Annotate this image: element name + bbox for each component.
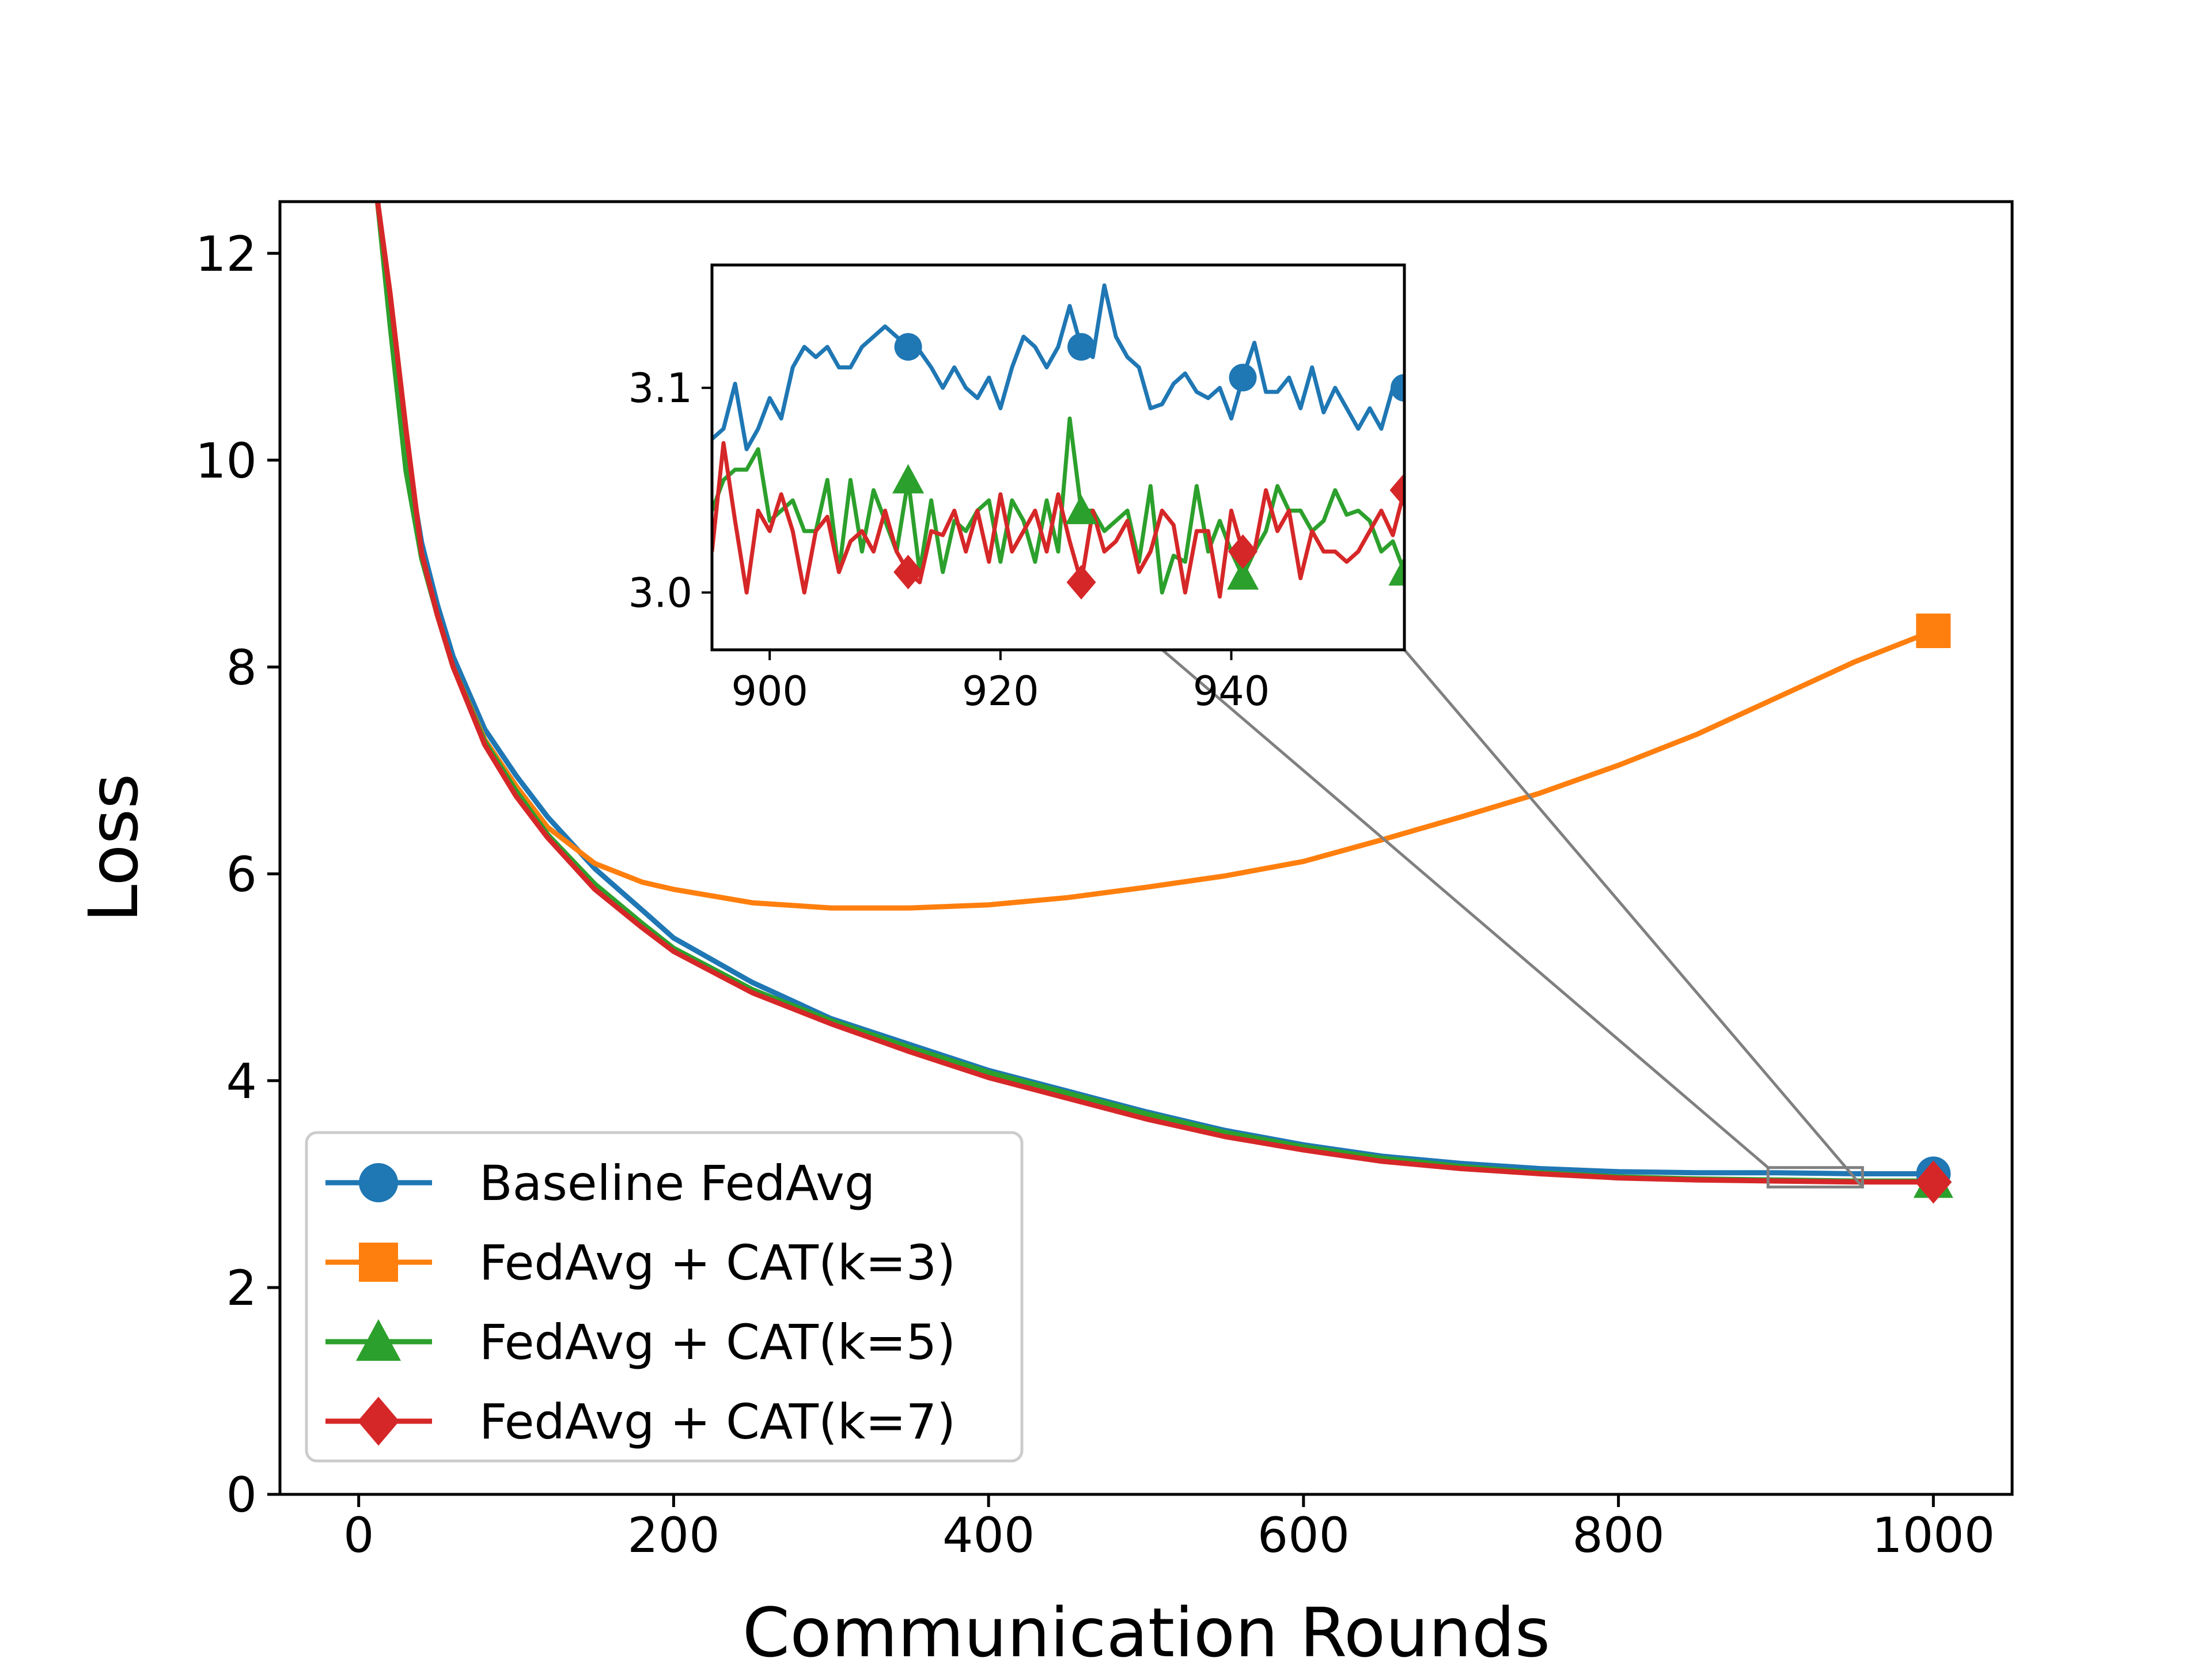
legend-marker-fedavg-cat-k-3 — [359, 1243, 398, 1282]
inset-series-marker-baseline-fedavg — [1391, 374, 1404, 402]
inset-x-tick-label: 900 — [731, 668, 808, 715]
series-line-fedavg-cat-k-7 — [375, 202, 1934, 1185]
y-tick-label: 2 — [226, 1260, 257, 1316]
legend-label: FedAvg + CAT(k=3) — [479, 1235, 956, 1291]
legend-label: Baseline FedAvg — [479, 1155, 875, 1212]
inset-y-tick-label: 3.1 — [628, 365, 692, 412]
inset-series-marker-fedavg-cat-k-5 — [1388, 556, 1404, 586]
zoom-region-rect — [1766, 1166, 1864, 1188]
x-tick-label: 600 — [1257, 1507, 1350, 1563]
x-axis-label: Communication Rounds — [743, 1593, 1550, 1659]
y-tick-label: 6 — [226, 846, 257, 903]
inset-x-tick-label: 920 — [962, 668, 1039, 715]
inset-series-marker-baseline-fedavg — [1067, 333, 1096, 361]
inset-plot-frame — [710, 263, 1406, 652]
legend-label: FedAvg + CAT(k=5) — [479, 1314, 956, 1371]
legend-marker-baseline-fedavg — [359, 1163, 398, 1202]
inset-series-marker-fedavg-cat-k-7 — [1228, 534, 1258, 569]
y-tick-label: 4 — [226, 1053, 257, 1110]
inset-series-marker-baseline-fedavg — [894, 333, 922, 361]
inset-x-axis-ticks: 900 920 940 — [731, 650, 1270, 715]
inset-x-tick-label: 940 — [1193, 668, 1270, 715]
inset-series-lines — [712, 283, 1404, 599]
x-tick-label: 1000 — [1872, 1507, 1995, 1563]
main-series-lines — [375, 202, 1934, 1185]
chart-legend: Baseline FedAvg FedAvg + CAT(k=3) FedAvg +… — [305, 1131, 1024, 1463]
y-tick-label: 12 — [195, 226, 257, 282]
main-series-markers — [1913, 614, 1953, 1204]
inset-series-marker-fedavg-cat-k-7 — [1066, 565, 1096, 600]
series-marker-fedavg-cat-k-3 — [1916, 614, 1951, 649]
y-tick-label: 0 — [226, 1467, 257, 1523]
inset-y-axis-ticks: 3.0 3.1 — [628, 365, 712, 617]
x-tick-label: 800 — [1572, 1507, 1664, 1563]
series-marker-fedavg-cat-k-7 — [1915, 1160, 1952, 1204]
inset-series-marker-fedavg-cat-k-5 — [1226, 560, 1259, 590]
inset-series-marker-fedavg-cat-k-7 — [1389, 472, 1404, 508]
inset-background — [712, 265, 1404, 650]
x-tick-label: 400 — [942, 1507, 1035, 1563]
zoom-connector-line — [1403, 649, 1864, 1188]
inset-series-line-baseline-fedavg — [712, 283, 1404, 452]
inset-series-markers — [892, 333, 1404, 600]
zoom-region-indicator — [1766, 1166, 1864, 1188]
legend-marker-fedavg-cat-k-5 — [355, 1319, 402, 1361]
main-plot-frame — [278, 200, 2014, 1496]
main-plot-area: 0 200 400 600 800 1000 0 2 4 6 8 10 12 Communicatio… — [74, 200, 2014, 1662]
inset-series-line-fedavg-cat-k-7 — [712, 441, 1404, 599]
inset-series-marker-fedavg-cat-k-7 — [893, 554, 923, 589]
inset-series-marker-fedavg-cat-k-5 — [892, 464, 925, 494]
legend-marker-fedavg-cat-k-7 — [357, 1396, 400, 1446]
x-tick-label: 200 — [627, 1507, 719, 1563]
inset-series-marker-fedavg-cat-k-5 — [1065, 494, 1097, 524]
y-axis-label: Loss — [74, 774, 153, 923]
legend-label: FedAvg + CAT(k=7) — [479, 1394, 956, 1450]
x-axis-ticks: 0 200 400 600 800 1000 — [343, 1494, 1995, 1563]
inset-y-tick-label: 3.0 — [628, 570, 692, 617]
inset-series-marker-baseline-fedavg — [1229, 364, 1257, 392]
legend-entries: Baseline FedAvg FedAvg + CAT(k=3) FedAvg +… — [325, 1155, 956, 1450]
legend-frame — [305, 1131, 1024, 1463]
y-axis-ticks: 0 2 4 6 8 10 12 — [195, 226, 280, 1523]
y-tick-label: 8 — [226, 639, 257, 696]
x-tick-label: 0 — [343, 1507, 374, 1563]
inset-plot-area: 900 920 940 3.0 3.1 — [628, 263, 1406, 715]
y-tick-label: 10 — [195, 433, 257, 489]
